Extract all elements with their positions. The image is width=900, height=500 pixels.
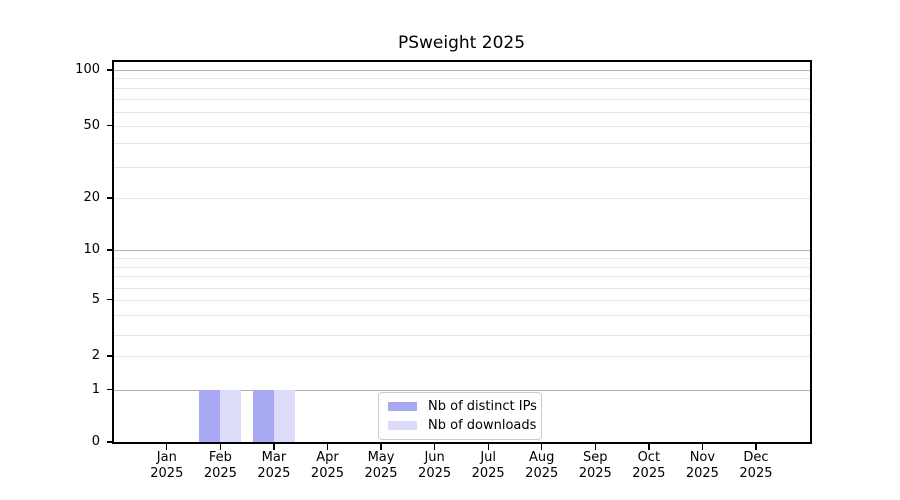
plot-spine-bottom: [111, 442, 812, 444]
y-tick-label-1: 1: [91, 381, 100, 397]
gridline-minor: [113, 78, 810, 79]
gridline-minor: [113, 287, 810, 289]
plot-spine-top: [111, 60, 812, 62]
plot-area: [111, 60, 812, 444]
gridline-minor: [113, 111, 810, 113]
y-tick-mark: [107, 298, 114, 301]
x-tick-label-2: Mar 2025: [257, 450, 291, 481]
x-tick-mark: [326, 443, 329, 450]
x-tick-label-9: Oct 2025: [632, 450, 666, 481]
x-tick-label-10: Nov 2025: [685, 450, 719, 481]
gridline-major: [113, 389, 810, 391]
legend-item: Nb of downloads: [388, 418, 537, 433]
bar-distinct-ips-1: [199, 389, 221, 442]
x-tick-label-1: Feb 2025: [203, 450, 237, 481]
y-tick-label-10: 10: [83, 242, 100, 257]
x-tick-mark: [701, 443, 704, 450]
gridline-minor: [113, 99, 810, 100]
gridline-major: [113, 70, 810, 71]
x-tick-mark: [648, 443, 650, 450]
x-tick-label-5: Jun 2025: [418, 450, 452, 481]
y-tick-label-50: 50: [83, 117, 100, 133]
gridline-major: [113, 250, 810, 251]
legend-item: Nb of distinct IPs: [388, 399, 537, 414]
gridline-minor: [113, 143, 810, 144]
y-tick-label-5: 5: [91, 291, 100, 307]
legend-swatch-downloads: [388, 420, 417, 431]
x-tick-mark: [594, 443, 596, 450]
x-tick-mark: [434, 443, 436, 450]
y-tick-mark: [107, 197, 114, 199]
x-tick-label-0: Jan 2025: [150, 450, 184, 481]
x-tick-label-7: Aug 2025: [525, 450, 559, 481]
plot-spine-left: [111, 60, 114, 444]
gridline-minor: [113, 166, 810, 168]
legend-swatch-distinct-ips: [388, 401, 417, 412]
gridline-minor: [113, 315, 810, 316]
y-tick-label-2: 2: [91, 348, 100, 363]
gridline-minor: [113, 198, 810, 199]
y-tick-mark: [107, 249, 114, 251]
chart-title: PSweight 2025: [397, 33, 526, 53]
gridline-minor: [113, 125, 810, 127]
x-tick-mark: [755, 443, 757, 450]
gridline-minor: [113, 275, 810, 277]
x-tick-mark: [380, 443, 382, 450]
plot-spine-right: [810, 60, 812, 444]
x-tick-label-8: Sep 2025: [578, 450, 612, 481]
x-tick-mark: [487, 443, 489, 450]
legend: Nb of distinct IPs Nb of downloads: [378, 392, 542, 440]
gridline-minor: [113, 299, 810, 301]
legend-label: Nb of downloads: [428, 418, 537, 433]
legend-label: Nb of distinct IPs: [428, 399, 537, 414]
x-tick-label-3: Apr 2025: [310, 450, 345, 481]
gridline-minor: [113, 88, 810, 89]
x-tick-mark: [541, 443, 543, 450]
bar-distinct-ips-2: [252, 389, 274, 442]
y-tick-label-20: 20: [83, 190, 100, 205]
x-tick-label-11: Dec 2025: [739, 450, 773, 481]
x-tick-label-6: Jul 2025: [471, 450, 505, 481]
y-tick-mark: [107, 441, 114, 443]
gridline-minor: [113, 334, 810, 336]
y-tick-mark: [107, 388, 114, 391]
gridline-minor: [113, 266, 810, 268]
bar-downloads-1: [220, 389, 242, 442]
x-tick-mark: [273, 443, 275, 450]
y-tick-mark: [107, 69, 114, 71]
y-tick-label-0: 0: [91, 434, 100, 449]
y-tick-mark: [107, 355, 114, 357]
bar-downloads-2: [273, 389, 295, 442]
x-tick-mark: [219, 443, 222, 450]
gridline-minor: [113, 257, 810, 259]
x-tick-mark: [166, 443, 168, 450]
y-tick-mark: [107, 124, 114, 127]
gridline-minor: [113, 356, 810, 357]
x-tick-label-4: May 2025: [364, 450, 398, 481]
y-tick-label-100: 100: [75, 62, 100, 77]
